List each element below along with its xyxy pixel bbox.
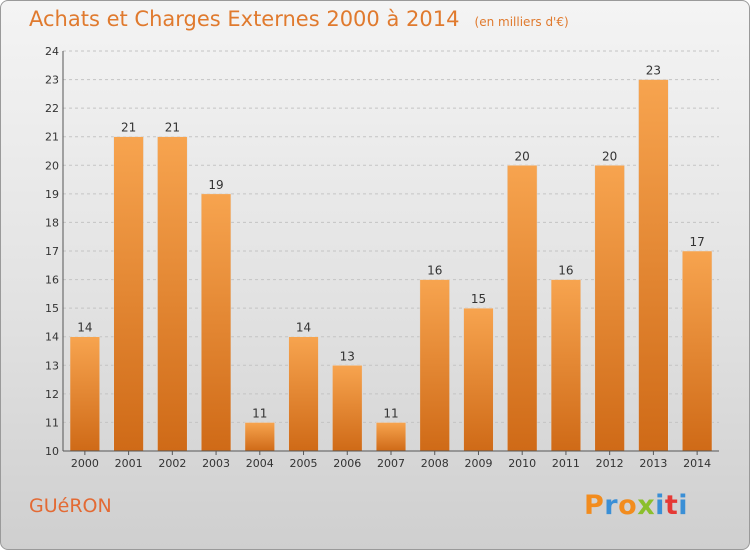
bar-value-label: 11 bbox=[383, 406, 398, 420]
y-tick-label: 17 bbox=[45, 245, 59, 258]
x-tick-label: 2007 bbox=[377, 457, 405, 470]
y-tick-label: 20 bbox=[45, 159, 59, 172]
bar-2000 bbox=[69, 336, 100, 452]
bars bbox=[69, 79, 713, 452]
y-tick-label: 10 bbox=[45, 445, 59, 458]
y-tick-label: 15 bbox=[45, 302, 59, 315]
bar-value-labels: 14 21 21 19 11 14 13 11 16 15 20 16 20 23 17 bbox=[77, 64, 705, 421]
chart-title: Achats et Charges Externes 2000 à 2014 (… bbox=[29, 7, 569, 31]
bar-value-label: 23 bbox=[646, 64, 661, 78]
bar-value-label: 20 bbox=[602, 149, 617, 163]
y-tick-label: 11 bbox=[45, 416, 59, 429]
y-tick-label: 22 bbox=[45, 102, 59, 115]
bar-value-label: 14 bbox=[77, 321, 92, 335]
x-tick-label: 2005 bbox=[290, 457, 318, 470]
bar-value-label: 17 bbox=[689, 235, 704, 249]
bar-2012 bbox=[594, 165, 625, 452]
bar-value-label: 19 bbox=[208, 178, 223, 192]
proxiti-logo: Proxiti bbox=[584, 490, 688, 521]
logo-letter: o bbox=[618, 490, 638, 521]
y-tick-label: 18 bbox=[45, 216, 59, 229]
bar-2003 bbox=[200, 193, 232, 452]
bar-value-label: 21 bbox=[121, 121, 136, 135]
bar-value-label: 13 bbox=[340, 349, 355, 363]
y-tick-labels: 10 11 12 13 14 15 16 17 18 19 20 21 22 23 24 bbox=[45, 45, 59, 458]
x-tick-label: 2013 bbox=[639, 457, 667, 470]
y-tick-label: 19 bbox=[45, 188, 59, 201]
x-tick-label: 2010 bbox=[508, 457, 536, 470]
commune-name: GUéRON bbox=[29, 495, 112, 517]
y-tick-label: 14 bbox=[45, 331, 59, 344]
bar-2006 bbox=[332, 365, 363, 452]
bar-value-label: 15 bbox=[471, 292, 486, 306]
logo-letter: P bbox=[584, 490, 605, 521]
x-tick-label: 2011 bbox=[552, 457, 580, 470]
bar-value-label: 21 bbox=[165, 121, 180, 135]
y-tick-label: 23 bbox=[45, 74, 59, 87]
bar-value-label: 16 bbox=[558, 264, 573, 278]
logo-letter: t bbox=[664, 490, 679, 521]
chart-title-text: Achats et Charges Externes 2000 à 2014 bbox=[29, 7, 460, 31]
x-tick-labels: 2000 2001 2002 2003 2004 2005 2006 2007 2008 2009… bbox=[71, 457, 711, 470]
x-tick-label: 2000 bbox=[71, 457, 99, 470]
x-tick-label: 2012 bbox=[596, 457, 624, 470]
x-tick-label: 2003 bbox=[202, 457, 230, 470]
axes bbox=[62, 51, 719, 455]
bar-2008 bbox=[419, 279, 450, 452]
bar-value-label: 11 bbox=[252, 406, 267, 420]
x-tick-label: 2004 bbox=[246, 457, 274, 470]
x-tick-label: 2014 bbox=[683, 457, 711, 470]
logo-letter: x bbox=[637, 490, 656, 521]
bar-2014 bbox=[682, 250, 713, 452]
y-tick-label: 13 bbox=[45, 359, 59, 372]
bar-2007 bbox=[375, 422, 407, 452]
bar-2011 bbox=[550, 279, 582, 452]
bar-2002 bbox=[157, 136, 188, 452]
logo-letter: i bbox=[655, 490, 665, 521]
bar-2013 bbox=[638, 79, 669, 452]
logo-letter: r bbox=[604, 490, 619, 521]
chart-unit: (en milliers d'€) bbox=[474, 15, 569, 29]
x-tick-label: 2001 bbox=[115, 457, 143, 470]
x-tick-label: 2006 bbox=[333, 457, 361, 470]
bar-2010 bbox=[507, 165, 538, 452]
x-tick-label: 2008 bbox=[421, 457, 449, 470]
y-tick-label: 24 bbox=[45, 45, 59, 58]
x-tick-label: 2009 bbox=[464, 457, 492, 470]
x-tick-label: 2002 bbox=[158, 457, 186, 470]
logo-letter: i bbox=[678, 490, 689, 521]
bar-value-label: 14 bbox=[296, 321, 311, 335]
bar-value-label: 20 bbox=[515, 149, 530, 163]
bar-2009 bbox=[463, 307, 494, 452]
bar-value-label: 16 bbox=[427, 264, 442, 278]
bar-2001 bbox=[113, 136, 144, 452]
y-tick-label: 12 bbox=[45, 388, 59, 401]
bar-2004 bbox=[244, 422, 275, 452]
y-tick-label: 21 bbox=[45, 131, 59, 144]
y-tick-label: 16 bbox=[45, 274, 59, 287]
bar-2005 bbox=[288, 336, 319, 452]
